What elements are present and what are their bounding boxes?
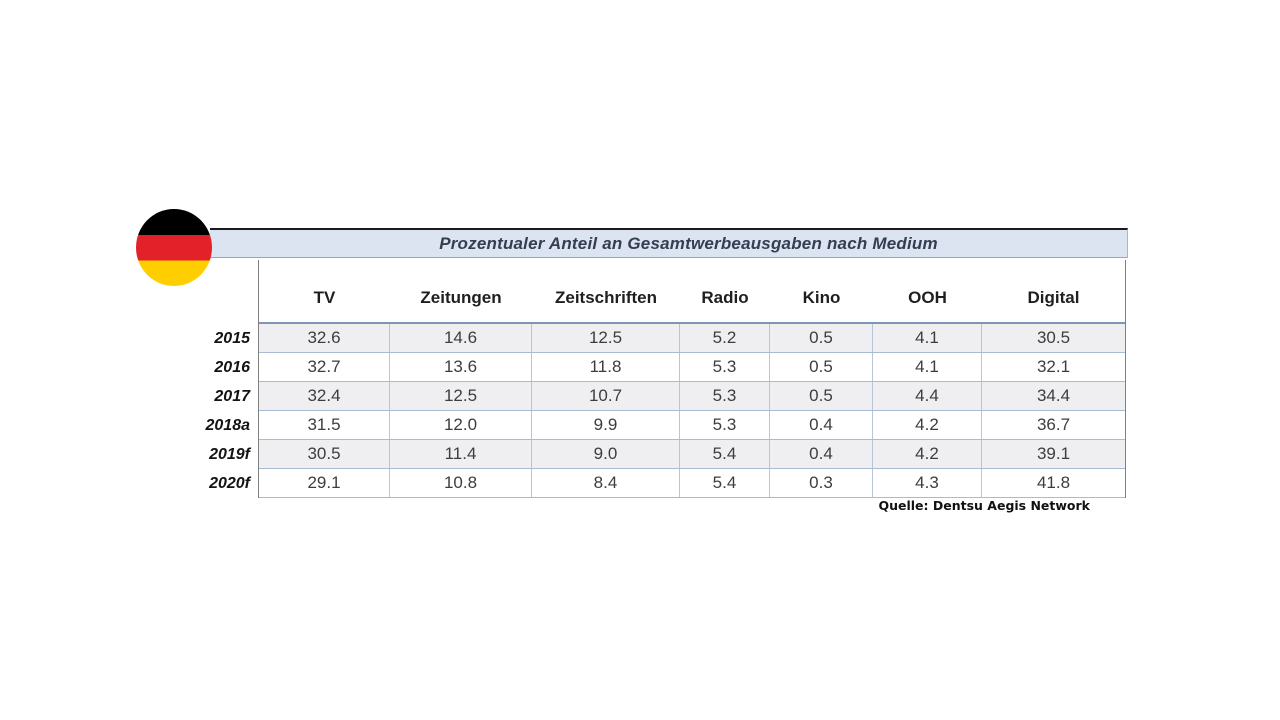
table-body: 32.6 14.6 12.5 5.2 0.5 4.1 30.5 32.7 13.6 11.8 5.3… xyxy=(259,322,1125,498)
column-header-tv: TV xyxy=(313,288,336,307)
column-header-digital: Digital xyxy=(1027,288,1080,307)
row-year-label: 2020f xyxy=(209,474,250,492)
table-cell: 0.4 xyxy=(770,440,873,468)
source-note: Quelle: Dentsu Aegis Network xyxy=(878,498,1090,513)
row-year-label: 2015 xyxy=(214,329,250,347)
table-row: 32.7 13.6 11.8 5.3 0.5 4.1 32.1 xyxy=(259,353,1125,382)
table-cell: 4.1 xyxy=(873,324,982,352)
table-row: 30.5 11.4 9.0 5.4 0.4 4.2 39.1 xyxy=(259,440,1125,469)
table-cell: 36.7 xyxy=(1036,415,1071,434)
table-cell: 4.1 xyxy=(873,353,982,381)
table-cell: 11.8 xyxy=(532,353,680,381)
table-cell: 41.8 xyxy=(1036,473,1071,492)
table-cell: 5.3 xyxy=(680,382,770,410)
table-cell: 4.2 xyxy=(873,440,982,468)
table-cell: 32.7 xyxy=(259,353,390,381)
table-cell: 5.3 xyxy=(680,411,770,439)
table-cell: 0.5 xyxy=(770,353,873,381)
table-cell: 4.2 xyxy=(873,411,982,439)
table-cell: 4.4 xyxy=(873,382,982,410)
table-cell: 13.6 xyxy=(390,353,532,381)
table-cell: 11.4 xyxy=(390,440,532,468)
table-cell: 5.4 xyxy=(680,440,770,468)
table-cell: 29.1 xyxy=(259,469,390,497)
row-year-label: 2017 xyxy=(214,387,250,405)
row-year-label: 2018a xyxy=(205,416,251,434)
table-cell: 10.8 xyxy=(390,469,532,497)
table-cell: 5.3 xyxy=(680,353,770,381)
table-cell: 0.5 xyxy=(770,382,873,410)
title-bar: Prozentualer Anteil an Gesamtwerbeausgab… xyxy=(210,228,1128,258)
table-cell: 0.3 xyxy=(770,469,873,497)
table-cell: 39.1 xyxy=(1036,444,1071,463)
header-row: TV Zeitungen Zeitschriften Radio Kino OOH Digi… xyxy=(259,260,1125,322)
table-cell: 34.4 xyxy=(1036,386,1071,405)
table-cell: 5.4 xyxy=(680,469,770,497)
table-cell: 31.5 xyxy=(259,411,390,439)
table-cell: 30.5 xyxy=(1036,328,1071,347)
year-labels: 2015 2016 2017 2018a 2019f 2020f xyxy=(120,324,251,498)
table-cell: 32.4 xyxy=(259,382,390,410)
row-year-label: 2016 xyxy=(214,358,250,376)
table-cell: 32.6 xyxy=(259,324,390,352)
table-cell: 4.3 xyxy=(873,469,982,497)
table-cell: 9.9 xyxy=(532,411,680,439)
table-cell: 5.2 xyxy=(680,324,770,352)
column-header-ooh: OOH xyxy=(908,288,947,307)
table-row: 32.6 14.6 12.5 5.2 0.5 4.1 30.5 xyxy=(259,324,1125,353)
row-year-label: 2019f xyxy=(209,445,250,463)
column-header-zeitschriften: Zeitschriften xyxy=(554,288,658,307)
column-header-zeitungen: Zeitungen xyxy=(420,288,502,307)
table-cell: 12.5 xyxy=(390,382,532,410)
table-cell: 8.4 xyxy=(532,469,680,497)
table-cell: 32.1 xyxy=(1036,357,1071,376)
table-cell: 12.0 xyxy=(390,411,532,439)
table-row: 31.5 12.0 9.9 5.3 0.4 4.2 36.7 xyxy=(259,411,1125,440)
table-cell: 10.7 xyxy=(532,382,680,410)
table-cell: 9.0 xyxy=(532,440,680,468)
table-row: 29.1 10.8 8.4 5.4 0.3 4.3 41.8 xyxy=(259,469,1125,498)
table-row: 32.4 12.5 10.7 5.3 0.5 4.4 34.4 xyxy=(259,382,1125,411)
column-header-kino: Kino xyxy=(802,288,841,307)
table-cell: 14.6 xyxy=(390,324,532,352)
data-table: TV Zeitungen Zeitschriften Radio Kino OOH Digi… xyxy=(258,260,1126,498)
germany-flag-icon xyxy=(136,209,212,286)
table-cell: 12.5 xyxy=(532,324,680,352)
page-title: Prozentualer Anteil an Gesamtwerbeausgab… xyxy=(439,233,938,253)
table-cell: 0.5 xyxy=(770,324,873,352)
table-cell: 30.5 xyxy=(259,440,390,468)
column-header-radio: Radio xyxy=(701,288,749,307)
table-cell: 0.4 xyxy=(770,411,873,439)
